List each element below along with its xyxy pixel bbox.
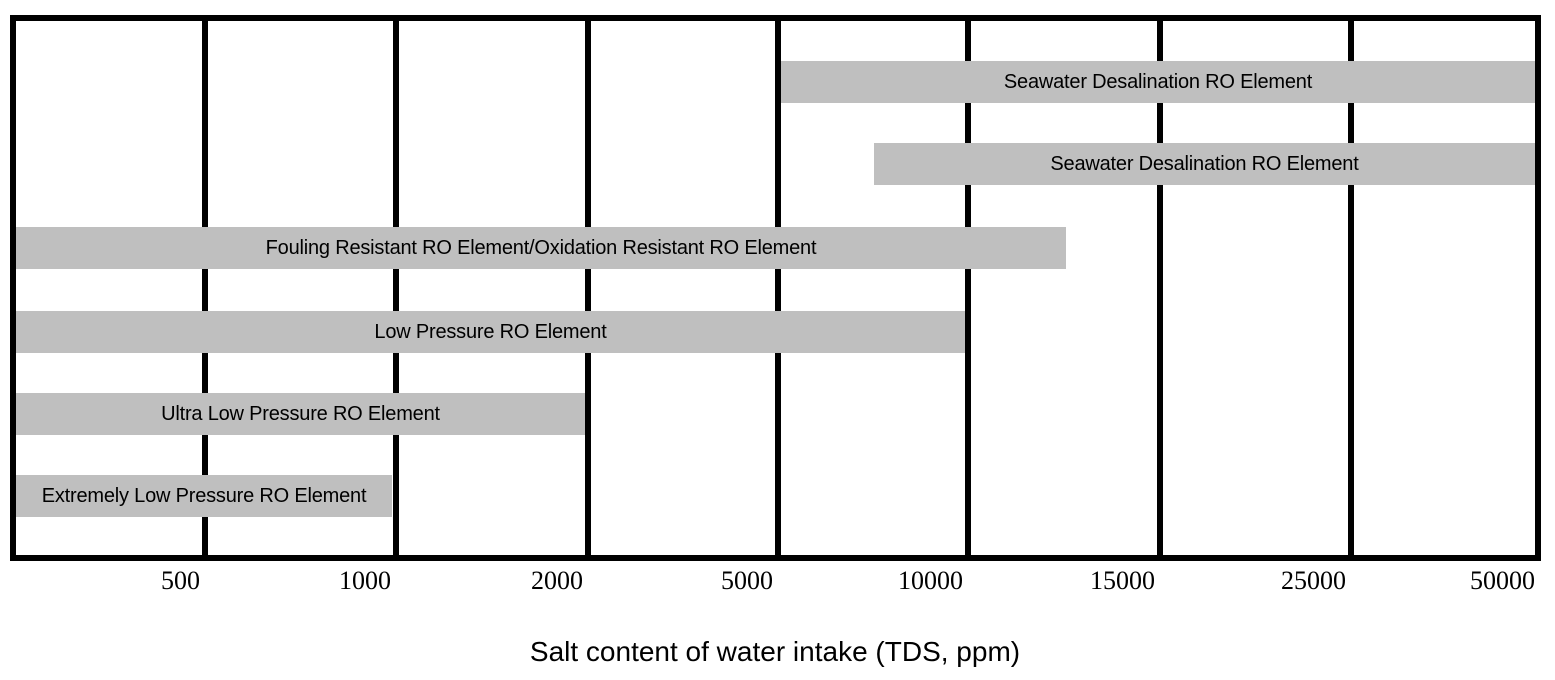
bar-label: Low Pressure RO Element [374,320,607,343]
x-tick-label: 50000 [1470,566,1535,595]
bar-label: Seawater Desalination RO Element [1050,152,1359,175]
x-tick-label: 5000 [721,566,773,595]
gridline [775,21,781,555]
bar-label: Seawater Desalination RO Element [1003,70,1313,93]
x-axis-title: Salt content of water intake (TDS, ppm) [529,636,1021,667]
x-tick-label: 25000 [1281,566,1346,595]
x-tick-label: 2000 [531,566,583,595]
gridline [1348,21,1354,555]
gridline [202,21,208,555]
bar-label: Fouling Resistant RO Element/Oxidation R… [265,236,817,259]
gridline [965,21,971,555]
range-bar: Extremely Low Pressure RO Element [16,475,392,517]
x-tick-label: 1000 [339,566,391,595]
x-tick-label: 10000 [898,566,963,595]
x-tick-label: 15000 [1090,566,1155,595]
range-bar: Seawater Desalination RO Element [874,143,1535,185]
range-bar: Low Pressure RO Element [16,311,965,353]
gridline [585,21,591,555]
gridline [393,21,399,555]
range-bar: Seawater Desalination RO Element [781,61,1535,103]
bar-label: Ultra Low Pressure RO Element [161,402,440,425]
range-bar: Ultra Low Pressure RO Element [16,393,585,435]
range-bar: Fouling Resistant RO Element/Oxidation R… [16,227,1066,269]
x-tick-label: 500 [161,566,200,595]
gridline [1157,21,1163,555]
bar-label: Extremely Low Pressure RO Element [41,484,367,507]
